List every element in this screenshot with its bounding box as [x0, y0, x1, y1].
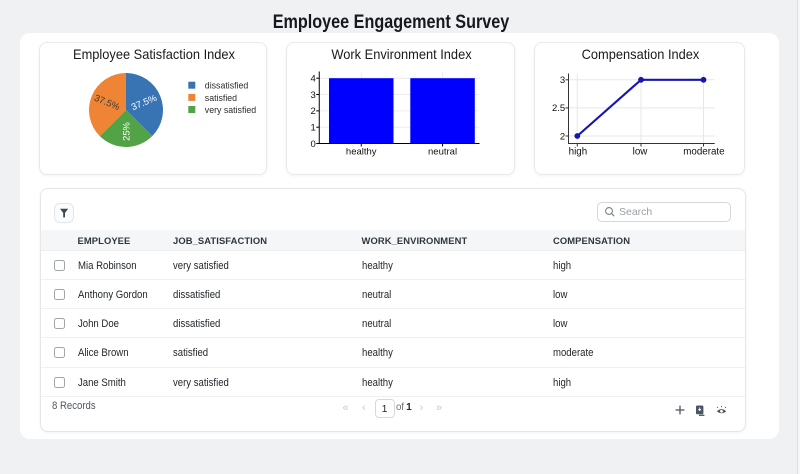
- svg-text:high: high: [568, 146, 587, 157]
- svg-text:1: 1: [310, 122, 315, 133]
- svg-text:2: 2: [559, 131, 564, 142]
- svg-text:neutral: neutral: [428, 146, 457, 157]
- svg-text:2: 2: [310, 106, 315, 117]
- svg-text:3: 3: [559, 75, 564, 86]
- svg-text:low: low: [632, 146, 648, 157]
- svg-text:2.5: 2.5: [551, 103, 564, 114]
- svg-text:very satisfied: very satisfied: [204, 105, 255, 115]
- svg-text:satisfied: satisfied: [204, 92, 236, 102]
- svg-text:healthy: healthy: [345, 146, 376, 157]
- svg-text:moderate: moderate: [683, 146, 725, 157]
- svg-text:25%: 25%: [120, 122, 131, 141]
- svg-text:4: 4: [310, 73, 315, 84]
- svg-text:3: 3: [310, 89, 315, 100]
- svg-text:dissatisfied: dissatisfied: [204, 80, 248, 90]
- svg-text:0: 0: [310, 138, 315, 149]
